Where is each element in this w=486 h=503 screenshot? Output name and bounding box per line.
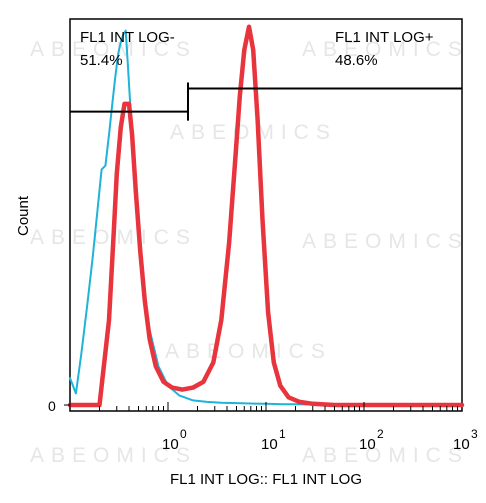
x-tick-label: 10 3 xyxy=(453,427,478,453)
x-tick-label-exponent: 2 xyxy=(377,427,384,441)
x-tick-label-base: 10 xyxy=(261,436,278,453)
x-tick-label: 10 0 xyxy=(162,427,187,453)
x-axis-label: FL1 INT LOG:: FL1 INT LOG xyxy=(170,471,362,488)
series-line-sample xyxy=(67,24,465,408)
tick-layer xyxy=(64,402,459,411)
gate-negative-label: FL1 INT LOG- xyxy=(80,29,175,46)
gate-negative-percent: 51.4% xyxy=(80,52,123,69)
watermark: ABEOMICS xyxy=(302,38,469,61)
x-tick-label: 10 2 xyxy=(359,427,384,453)
x-tick-label-base: 10 xyxy=(359,436,376,453)
gate-positive-label: FL1 INT LOG+ xyxy=(335,29,434,46)
x-tick-label-exponent: 3 xyxy=(471,427,478,441)
x-tick-label: 10 1 xyxy=(261,427,286,453)
x-tick-label-base: 10 xyxy=(453,436,470,453)
watermark: ABEOMICS xyxy=(165,340,332,363)
x-tick-label-exponent: 1 xyxy=(279,427,286,441)
x-tick-label-base: 10 xyxy=(162,436,179,453)
watermark: ABEOMICS xyxy=(170,121,337,144)
watermark: ABEOMICS xyxy=(302,444,469,467)
watermark: ABEOMICS xyxy=(30,444,197,467)
series-layer xyxy=(67,24,465,408)
gate-positive-percent: 48.6% xyxy=(335,52,378,69)
y-tick-label: 0 xyxy=(48,398,56,414)
y-axis-label: Count xyxy=(15,195,32,236)
gate-layer xyxy=(70,82,462,121)
watermark: ABEOMICS xyxy=(302,230,469,253)
x-tick-label-exponent: 0 xyxy=(180,427,187,441)
